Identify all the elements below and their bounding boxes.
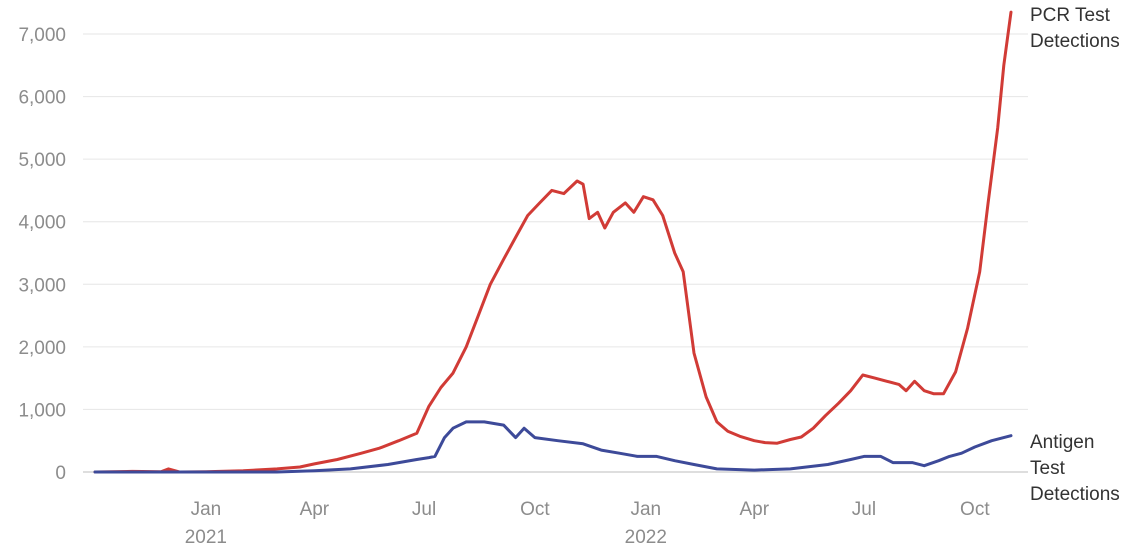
pcr-series-line <box>93 10 1013 474</box>
antigen-series-label: Detections <box>1030 484 1120 505</box>
antigen-series-label: Antigen <box>1030 432 1094 453</box>
y-tick-label: 2,000 <box>18 338 66 359</box>
antigen-series-label: Test <box>1030 458 1066 479</box>
y-tick-label: 5,000 <box>18 150 66 171</box>
x-tick-label: Apr <box>300 499 330 520</box>
y-axis-ticks: 0 1,000 2,000 3,000 4,000 5,000 6,000 7,000 <box>18 25 66 484</box>
x-tick-label: Jul <box>852 499 876 520</box>
x-tick-label: Oct <box>960 499 990 520</box>
gridlines <box>83 33 1028 473</box>
antigen-series-line <box>93 420 1013 474</box>
x-tick-label: Oct <box>520 499 550 520</box>
series-labels: PCR Test Detections Antigen Test Detections <box>1030 5 1120 505</box>
y-tick-label: 6,000 <box>18 88 66 109</box>
x-tick-year-label: 2021 <box>185 527 227 548</box>
x-tick-label: Jan <box>630 499 661 520</box>
x-axis-ticks: Jan 2021 Apr Jul Oct Jan 2022 Apr Jul Oct <box>185 499 991 548</box>
x-tick-year-label: 2022 <box>625 527 667 548</box>
x-tick-label: Apr <box>739 499 769 520</box>
y-tick-label: 1,000 <box>18 400 66 421</box>
y-tick-label: 4,000 <box>18 213 66 234</box>
x-tick-label: Jul <box>412 499 436 520</box>
y-tick-label: 0 <box>55 463 66 484</box>
pcr-series-label: PCR Test <box>1030 5 1111 26</box>
pcr-series-label: Detections <box>1030 31 1120 52</box>
series-lines <box>93 10 1013 474</box>
y-tick-label: 3,000 <box>18 275 66 296</box>
x-tick-label: Jan <box>191 499 222 520</box>
y-tick-label: 7,000 <box>18 25 66 46</box>
